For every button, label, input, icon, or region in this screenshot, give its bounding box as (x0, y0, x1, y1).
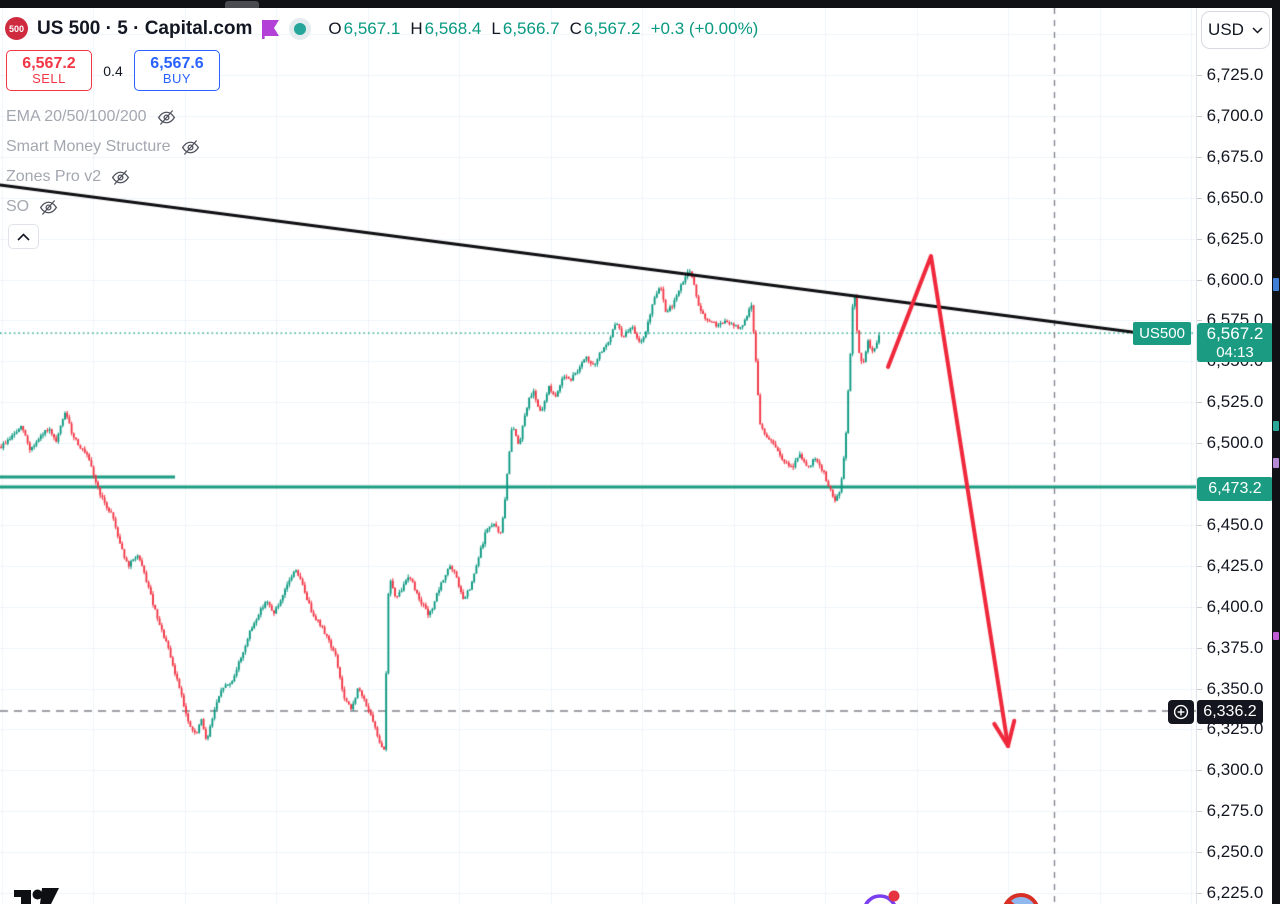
price-axis[interactable]: USD 6,725.0 6,700.0 6,675.0 6,650.0 6,625.0 6… (1196, 8, 1273, 904)
spread-value: 0.4 (103, 62, 123, 79)
scrollbar-mark (1273, 278, 1279, 291)
current-price-label: 6,567.2 04:13 (1197, 323, 1273, 362)
price-tick: 6,525.0 (1206, 392, 1264, 412)
axis-tickmark (1197, 279, 1202, 281)
price-tick: 6,450.0 (1206, 514, 1264, 534)
price-tick: 6,500.0 (1206, 433, 1264, 453)
partial-logo-icon (864, 890, 900, 904)
currency-selector[interactable]: USD (1201, 11, 1270, 49)
chevron-up-icon (17, 232, 30, 241)
circled-plus-icon (1173, 704, 1189, 720)
price-tick: 6,400.0 (1206, 596, 1264, 616)
scrollbar-mark (1273, 632, 1279, 640)
open-value: 6,567.1 (343, 18, 401, 38)
scrollbar-mark (1273, 421, 1279, 431)
chevron-down-icon (1252, 26, 1263, 34)
price-tick: 6,675.0 (1206, 146, 1264, 166)
price-tick: 6,375.0 (1206, 637, 1264, 657)
axis-tickmark (1197, 156, 1202, 158)
indicator-label: Smart Money Structure (6, 138, 171, 155)
browser-scrollbar-strip[interactable] (1272, 0, 1280, 904)
open-label: O (328, 18, 342, 38)
eye-off-icon[interactable] (156, 107, 177, 128)
price-tick: 6,225.0 (1206, 883, 1264, 902)
flag-icon[interactable] (261, 19, 280, 39)
axis-tickmark (1197, 770, 1202, 772)
axis-tickmark (1197, 238, 1202, 240)
browser-top-strip (0, 0, 1280, 8)
axis-tickmark (1197, 402, 1202, 404)
close-value: 6,567.2 (583, 18, 641, 38)
axis-tickmark (1197, 688, 1202, 690)
axis-tickmark (1197, 443, 1202, 445)
axis-tickmark (1197, 75, 1202, 76)
symbol-title[interactable]: US 500 · 5 · Capital.com (37, 17, 253, 39)
buy-price: 6,567.6 (150, 54, 204, 72)
partial-badge-icon (1003, 893, 1039, 904)
change-value: +0.3 (+0.00%) (650, 18, 759, 38)
indicator-legend: EMA 20/50/100/200 Smart Money Structure Zo… (6, 102, 201, 222)
add-alert-button[interactable] (1168, 700, 1194, 724)
symbol-tag: US500 (1133, 322, 1191, 345)
axis-tickmark (1197, 729, 1202, 731)
low-label: L (491, 18, 501, 38)
indicator-label: EMA 20/50/100/200 (6, 108, 147, 125)
alert-price-label: 6,336.2 (1197, 700, 1263, 724)
eye-off-icon[interactable] (38, 197, 59, 218)
price-tick: 6,625.0 (1206, 228, 1264, 248)
high-value: 6,568.4 (424, 18, 482, 38)
axis-tickmark (1197, 115, 1202, 117)
axis-tickmark (1197, 320, 1202, 322)
browser-tab-sliver (225, 1, 259, 8)
axis-tickmark (1197, 524, 1202, 526)
sell-price: 6,567.2 (22, 54, 76, 72)
axis-tickmark (1197, 811, 1202, 813)
sp500-logo-icon: 500 (5, 17, 28, 40)
trade-panel: 6,567.2 SELL 0.4 6,567.6 BUY (6, 50, 220, 91)
axis-tickmark (1197, 647, 1202, 649)
axis-tickmark (1197, 852, 1202, 854)
price-tick: 6,325.0 (1206, 719, 1264, 739)
price-tick: 6,350.0 (1206, 678, 1264, 698)
axis-tickmark (1197, 197, 1202, 199)
price-tick: 6,300.0 (1206, 760, 1264, 780)
axis-tickmark (1197, 606, 1202, 608)
price-tick: 6,425.0 (1206, 555, 1264, 575)
level-price-label: 6,473.2 (1197, 477, 1273, 501)
price-tick: 6,725.0 (1206, 65, 1264, 84)
price-chart[interactable] (0, 0, 1196, 904)
indicator-label: Zones Pro v2 (6, 168, 102, 185)
ohlc-readout: O 6,567.1 H 6,568.4 L 6,566.7 C 6,567.2 +0.3… (328, 19, 758, 39)
indicator-row[interactable]: SO (6, 192, 201, 222)
eye-off-icon[interactable] (180, 137, 201, 158)
collapse-legend-button[interactable] (8, 224, 39, 249)
buy-button[interactable]: 6,567.6 BUY (134, 50, 220, 91)
market-status-icon (289, 17, 312, 40)
close-label: C (569, 18, 582, 38)
indicator-row[interactable]: Zones Pro v2 (6, 162, 201, 192)
price-tick: 6,275.0 (1206, 801, 1264, 821)
scrollbar-mark (1273, 458, 1279, 468)
sell-button[interactable]: 6,567.2 SELL (6, 50, 92, 91)
sell-label: SELL (32, 71, 66, 87)
indicator-row[interactable]: EMA 20/50/100/200 (6, 102, 201, 132)
eye-off-icon[interactable] (110, 167, 131, 188)
indicator-label: SO (6, 198, 30, 215)
price-tick: 6,700.0 (1206, 105, 1264, 125)
price-tick: 6,250.0 (1206, 842, 1264, 862)
high-label: H (410, 18, 423, 38)
buy-label: BUY (162, 71, 192, 87)
price-tick: 6,650.0 (1206, 187, 1264, 207)
price-tick: 6,600.0 (1206, 269, 1264, 289)
currency-label: USD (1208, 20, 1244, 39)
tradingview-logo (14, 888, 59, 904)
axis-tickmark (1197, 565, 1202, 567)
indicator-row[interactable]: Smart Money Structure (6, 132, 201, 162)
low-value: 6,566.7 (502, 18, 560, 38)
axis-tickmark (1197, 893, 1202, 894)
